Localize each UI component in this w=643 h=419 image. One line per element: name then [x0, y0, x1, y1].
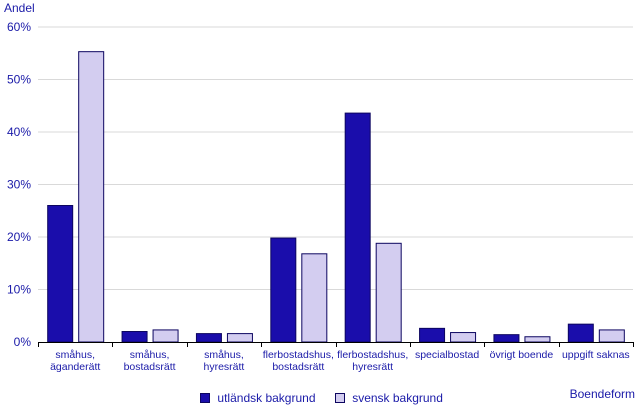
bar-utlandsk: [121, 331, 148, 343]
y-tick-label: 20%: [7, 230, 31, 244]
bar-utlandsk: [270, 237, 297, 343]
x-tick-label: uppgift saknas: [562, 349, 630, 361]
y-tick-label: 60%: [7, 20, 31, 34]
bar-svensk: [78, 51, 105, 343]
x-tick-label: småhus,: [130, 349, 170, 361]
legend-item-utlandsk: utländsk bakgrund: [200, 391, 316, 405]
y-axis-ticks: 0% 10% 20% 30% 40% 50% 60%: [7, 20, 31, 349]
x-tick-label: övrigt boende: [490, 349, 554, 361]
legend-label-svensk: svensk bakgrund: [352, 391, 443, 405]
y-tick-label: 0%: [14, 335, 32, 349]
bar-utlandsk: [493, 334, 520, 343]
bar-utlandsk: [344, 112, 371, 343]
bar-utlandsk: [567, 323, 594, 343]
x-tick-label: flerbostadshus,: [263, 349, 334, 361]
legend-item-svensk: svensk bakgrund: [334, 391, 443, 405]
x-tick-label: småhus,: [55, 349, 95, 361]
legend-label-utlandsk: utländsk bakgrund: [217, 391, 316, 405]
x-axis-label: Boendeform: [569, 387, 635, 401]
bar-utlandsk: [419, 327, 446, 343]
x-tick-label: hyresrätt: [204, 361, 245, 373]
legend-swatch-svensk: [334, 393, 345, 403]
x-tick-label: hyresrätt: [352, 361, 393, 373]
y-tick-label: 50%: [7, 73, 31, 87]
legend-swatch-utlandsk: [200, 393, 211, 403]
x-tick-label: bostadsrätt: [124, 361, 176, 373]
bar-svensk: [524, 336, 551, 343]
bar-svensk: [301, 253, 328, 343]
bar-svensk: [226, 333, 253, 343]
bar-svensk: [598, 329, 625, 343]
x-tick-label: specialbostad: [415, 349, 479, 361]
x-tick-label: äganderätt: [50, 361, 100, 373]
x-axis: [38, 342, 634, 347]
bar-svensk: [152, 329, 179, 343]
y-tick-label: 10%: [7, 283, 31, 297]
bar-utlandsk: [195, 333, 222, 343]
bar-utlandsk: [47, 205, 74, 343]
bars: [47, 51, 625, 343]
gridlines: [38, 26, 633, 290]
legend: utländsk bakgrund svensk bakgrund: [0, 391, 643, 405]
y-tick-label: 30%: [7, 178, 31, 192]
x-tick-label: bostadsrätt: [272, 361, 324, 373]
x-tick-label: flerbostadshus,: [337, 349, 408, 361]
y-tick-label: 40%: [7, 125, 31, 139]
y-axis-label: Andel: [4, 1, 35, 15]
bar-svensk: [450, 332, 477, 343]
x-axis-ticks: småhus,äganderättsmåhus,bostadsrättsmåhu…: [50, 349, 630, 373]
x-tick-label: småhus,: [204, 349, 244, 361]
bar-svensk: [375, 242, 402, 343]
